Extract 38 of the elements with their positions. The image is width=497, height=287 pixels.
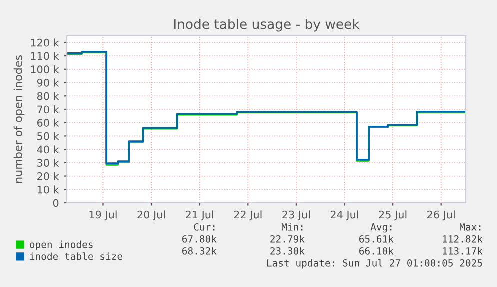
text: 67.80k (182, 235, 217, 243)
y-tick-label: 10 k (38, 186, 60, 194)
x-tick-label: 19 Jul (90, 210, 117, 221)
text: 22.79k (270, 235, 305, 243)
x-tick-label: 24 Jul (330, 210, 358, 221)
x-tick-label: 23 Jul (282, 210, 310, 221)
y-tick-label: 0 (53, 199, 59, 208)
x-tick-label: 20 Jul (138, 210, 166, 221)
text: Max: (460, 224, 481, 231)
y-tick-label: 80 k (37, 92, 60, 100)
y-tick-label: 60 k (37, 118, 60, 127)
y-tick-label: 40 k (37, 146, 60, 154)
text: 68.32k (182, 247, 217, 255)
y-tick-label: 120 k (31, 38, 60, 47)
legend-label: inode table size (30, 252, 122, 260)
y-tick-label: 70 k (38, 106, 60, 114)
y-tick-label: 90 k (37, 78, 60, 87)
text: Last update: Sun Jul 27 01:00:05 2025 (267, 259, 482, 269)
text: 65.61k (360, 235, 394, 243)
text: Min: (282, 223, 303, 231)
x-tick-label: 21 Jul (186, 210, 214, 221)
text: 113.17k (443, 247, 483, 255)
x-tick-label: 22 Jul (234, 210, 262, 221)
legend-label: open inodes (30, 240, 93, 250)
y-tick-label: 100 k (31, 65, 60, 74)
text: 112.82k (443, 235, 483, 243)
y-tick-label: 50 k (38, 132, 60, 140)
y-axis-title: number of open inodes (14, 56, 25, 183)
y-tick-label: 20 k (38, 172, 60, 180)
text: Cur: (194, 223, 215, 231)
text: Avg: (370, 224, 392, 233)
y-tick-label: 110 k (31, 52, 60, 60)
text: 66.10k (360, 247, 394, 255)
text: 23.30k (270, 247, 305, 255)
chart-title: Inode table usage - by week (174, 19, 360, 32)
y-tick-label: 30 k (38, 158, 60, 168)
x-tick-label: 25 Jul (379, 210, 407, 221)
x-tick-label: 26 Jul (428, 210, 455, 221)
